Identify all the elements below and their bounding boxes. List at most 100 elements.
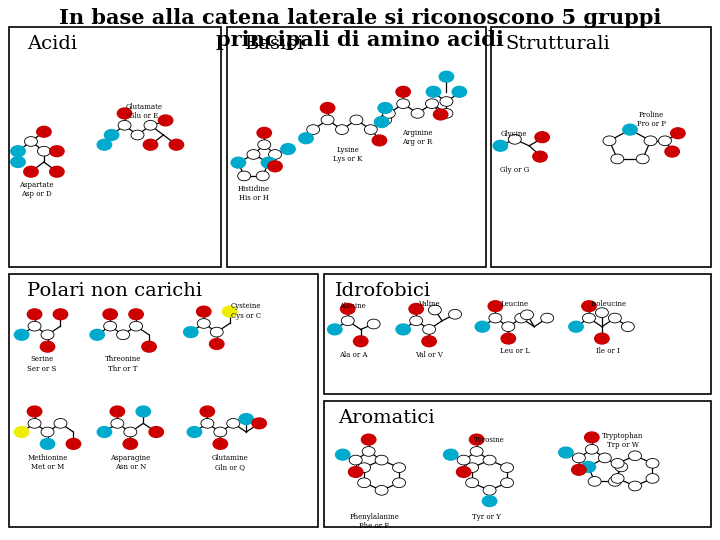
Text: Serine
Ser or S: Serine Ser or S — [27, 355, 56, 373]
Text: Polari non carichi: Polari non carichi — [27, 282, 202, 300]
Circle shape — [466, 463, 479, 472]
Text: Valine: Valine — [418, 300, 440, 308]
Circle shape — [169, 139, 184, 150]
Circle shape — [423, 325, 436, 334]
Circle shape — [646, 474, 659, 483]
Circle shape — [483, 455, 496, 465]
Circle shape — [396, 324, 410, 335]
Text: Phenylalanine
Phe or F: Phenylalanine Phe or F — [349, 513, 400, 530]
Circle shape — [28, 418, 41, 428]
Circle shape — [488, 301, 503, 312]
Circle shape — [307, 125, 320, 134]
Circle shape — [210, 327, 223, 337]
Circle shape — [66, 438, 81, 449]
Circle shape — [144, 120, 157, 130]
Circle shape — [362, 447, 375, 456]
Circle shape — [595, 308, 608, 318]
Circle shape — [489, 313, 502, 323]
Circle shape — [457, 455, 470, 465]
Circle shape — [104, 130, 119, 140]
Text: Acidi: Acidi — [27, 35, 77, 53]
Circle shape — [41, 427, 54, 437]
Circle shape — [54, 418, 67, 428]
Text: Idrofobici: Idrofobici — [335, 282, 431, 300]
Circle shape — [611, 458, 624, 468]
Circle shape — [623, 124, 637, 135]
Circle shape — [131, 130, 144, 140]
Circle shape — [281, 144, 295, 154]
Circle shape — [117, 108, 132, 119]
Circle shape — [569, 321, 583, 332]
Circle shape — [27, 309, 42, 320]
Circle shape — [222, 306, 237, 317]
Circle shape — [449, 309, 462, 319]
Text: Leu or L: Leu or L — [500, 347, 530, 355]
Circle shape — [572, 464, 586, 475]
Circle shape — [28, 321, 41, 331]
Text: Glutamine
Gln or Q: Glutamine Gln or Q — [212, 454, 249, 471]
Text: Proline
Pro or P: Proline Pro or P — [637, 111, 666, 128]
Circle shape — [261, 157, 276, 168]
Circle shape — [636, 154, 649, 164]
Circle shape — [247, 150, 260, 159]
Circle shape — [483, 485, 496, 495]
Circle shape — [572, 453, 585, 463]
Circle shape — [130, 321, 143, 331]
Circle shape — [608, 313, 621, 323]
Circle shape — [541, 313, 554, 323]
Circle shape — [611, 474, 624, 483]
Text: Arginine
Arg or R: Arginine Arg or R — [402, 129, 433, 146]
Circle shape — [378, 103, 392, 113]
Text: Strutturali: Strutturali — [505, 35, 610, 53]
FancyBboxPatch shape — [324, 401, 711, 526]
Text: principali di amino acidi: principali di amino acidi — [216, 30, 504, 50]
Text: Leucine: Leucine — [500, 300, 529, 308]
Circle shape — [257, 127, 271, 138]
FancyBboxPatch shape — [9, 274, 318, 526]
Circle shape — [321, 115, 334, 125]
Circle shape — [621, 322, 634, 332]
Circle shape — [124, 427, 137, 437]
Text: Gly or G: Gly or G — [500, 166, 529, 174]
Circle shape — [559, 447, 573, 458]
Circle shape — [375, 485, 388, 495]
Text: Ala or A: Ala or A — [338, 351, 367, 359]
Circle shape — [392, 478, 405, 488]
Circle shape — [103, 309, 117, 320]
Circle shape — [358, 463, 371, 472]
Circle shape — [629, 481, 642, 491]
Circle shape — [90, 329, 104, 340]
Circle shape — [582, 462, 595, 472]
Circle shape — [269, 150, 282, 159]
Circle shape — [500, 463, 513, 472]
Circle shape — [258, 140, 271, 150]
Text: Histidine
His or H: Histidine His or H — [238, 185, 269, 202]
Circle shape — [262, 158, 275, 167]
Circle shape — [123, 438, 138, 449]
Circle shape — [328, 324, 342, 335]
Circle shape — [603, 136, 616, 146]
Circle shape — [11, 146, 25, 157]
Circle shape — [469, 434, 484, 445]
Circle shape — [231, 157, 246, 168]
Circle shape — [440, 97, 453, 106]
Circle shape — [508, 134, 521, 144]
Circle shape — [227, 418, 240, 428]
Circle shape — [659, 136, 672, 146]
Circle shape — [466, 478, 479, 488]
Circle shape — [50, 146, 64, 157]
Text: Asparagine
Asn or N: Asparagine Asn or N — [110, 454, 150, 471]
Circle shape — [426, 86, 441, 97]
Circle shape — [341, 316, 354, 326]
Circle shape — [350, 115, 363, 125]
FancyBboxPatch shape — [324, 274, 711, 394]
Circle shape — [361, 434, 376, 445]
Circle shape — [349, 455, 362, 465]
Circle shape — [452, 86, 467, 97]
Circle shape — [410, 316, 423, 326]
Circle shape — [426, 99, 438, 109]
Circle shape — [470, 447, 483, 456]
Circle shape — [624, 125, 636, 134]
Circle shape — [232, 158, 245, 167]
Circle shape — [256, 171, 269, 181]
